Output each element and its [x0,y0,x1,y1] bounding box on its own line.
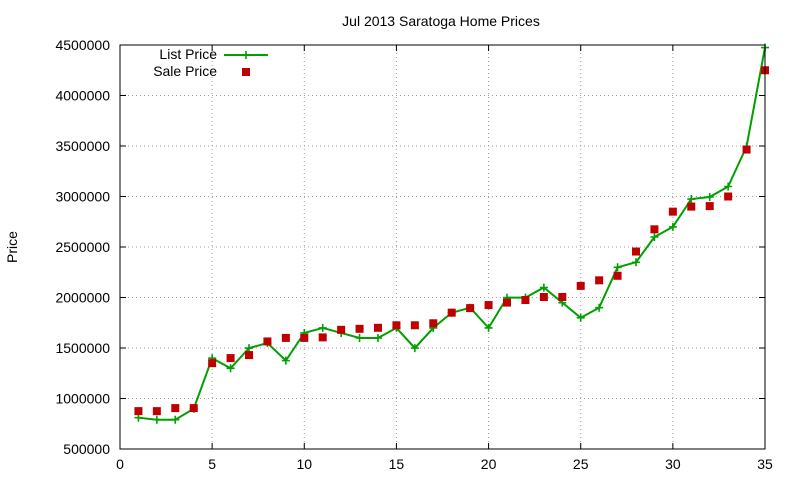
list-price-point [650,233,659,242]
sale-price-point [705,202,714,211]
list-price-point [687,195,696,204]
sale-price-point [392,321,401,330]
sale-price-point [521,296,530,305]
plot-frame [119,44,766,450]
legend-label-list-price: List Price [159,46,217,62]
x-tick-label: 25 [573,456,589,472]
y-tick-label: 500000 [63,441,110,457]
legend-swatch-sale-price [242,68,250,76]
sale-price-point [300,333,309,342]
legend-swatch-list-price-marker [242,51,250,59]
sale-price-point [134,407,143,416]
y-tick-label: 4000000 [55,88,110,104]
sale-price-point [558,292,567,301]
sale-price-point [410,321,419,330]
sale-price-point [374,323,382,332]
sale-price-point [632,247,640,256]
sale-price-point [687,202,696,211]
list-price-point [355,334,364,343]
y-tick-label: 1500000 [55,340,110,356]
sale-price-point [539,292,548,301]
sale-price-point [208,359,217,368]
sale-price-point [318,333,327,342]
grid [120,45,765,449]
series-list-price [134,43,769,424]
series-sale-price [134,66,769,416]
sale-price-point [650,225,659,234]
sale-price-point [613,271,622,280]
list-price-point [281,356,290,365]
x-tick-label: 35 [757,456,773,472]
sale-price-point [355,324,364,333]
list-price-point [576,313,585,322]
y-tick-label: 3500000 [55,138,110,154]
chart-title: Jul 2013 Saratoga Home Prices [342,13,540,29]
list-price-point [374,334,382,343]
sale-price-point [263,337,272,346]
list-price-point [613,263,622,272]
list-price-point [152,415,161,424]
x-tick-label: 15 [389,456,405,472]
list-price-point [484,323,493,332]
y-tick-label: 3000000 [55,189,110,205]
list-price-point [226,364,235,373]
list-price-point [668,222,677,231]
list-price-point [632,258,640,267]
sale-price-point [576,281,585,290]
sale-price-point [503,298,511,307]
y-axis-title: Price [4,231,20,263]
list-price-point [705,193,714,202]
legend-label-sale-price: Sale Price [153,63,217,79]
x-tick-labels: 0 5 10 15 20 25 30 35 [116,456,773,472]
x-tick-label: 10 [296,456,312,472]
list-price-point [724,182,733,191]
y-tick-label: 2000000 [55,290,110,306]
sale-price-point [724,192,733,201]
sale-price-point [245,351,253,360]
y-tick-labels: 500000 1000000 1500000 2000000 2500000 300000… [55,37,110,457]
y-tick-label: 1000000 [55,391,110,407]
list-price-point [171,415,180,424]
y-tick-label: 4500000 [55,37,110,53]
sale-price-point [668,207,677,216]
list-price-point [318,323,327,332]
list-price-line [138,47,766,421]
y-tick-label: 2500000 [55,239,110,255]
sale-price-point [447,308,456,317]
list-price-point [539,283,548,292]
sale-price-point [281,333,290,342]
x-tick-label: 30 [665,456,681,472]
sale-price-point [595,276,604,285]
list-price-point [595,303,604,312]
sale-price-point [226,354,235,363]
sale-price-point [466,304,475,313]
x-tick-label: 0 [116,456,124,472]
sale-price-point [152,407,161,416]
x-tick-label: 5 [208,456,216,472]
list-price-point [410,344,419,353]
list-price-point [245,344,253,353]
sale-price-point [337,325,346,334]
sale-price-point [429,319,438,328]
sale-price-point [742,145,751,154]
x-tick-label: 20 [481,456,497,472]
sale-price-point [171,404,180,413]
series [134,43,769,424]
sale-price-point [189,404,198,413]
sale-price-point [484,301,493,310]
